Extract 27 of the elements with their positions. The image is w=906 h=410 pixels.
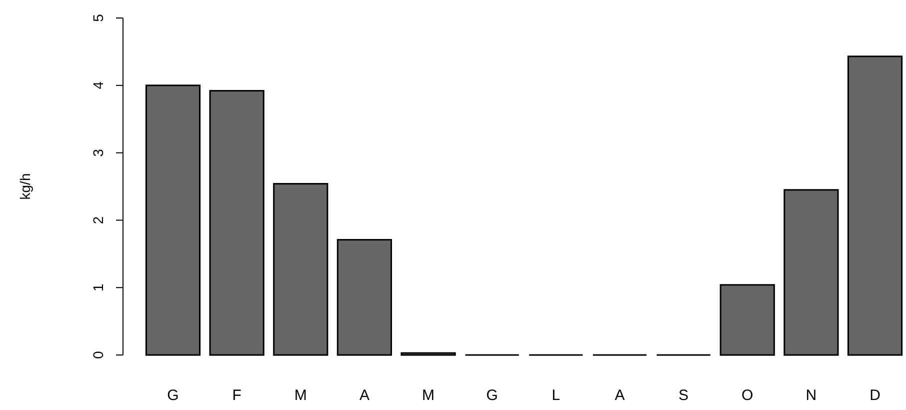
x-tick-label: L: [552, 387, 560, 404]
x-tick-label: F: [232, 387, 242, 404]
bar: [784, 189, 839, 356]
x-tick-label: M: [294, 387, 307, 404]
bar: [720, 284, 775, 356]
bar: [273, 183, 328, 356]
x-tick-label: G: [486, 387, 498, 404]
bar: [847, 56, 903, 356]
y-tick-label: 3: [90, 148, 106, 157]
y-axis-title: kg/h: [17, 173, 33, 200]
x-tick-label: M: [422, 387, 435, 404]
x-tick-label: A: [614, 387, 625, 404]
x-tick-label: G: [167, 387, 179, 404]
bar: [209, 90, 264, 356]
x-tick-label: O: [742, 387, 754, 404]
y-tick-label: 2: [90, 216, 106, 224]
bar: [145, 84, 201, 356]
y-tick-label: 4: [90, 81, 106, 90]
x-tick-label: D: [870, 387, 881, 404]
y-tick-label: 5: [90, 14, 106, 22]
bar: [400, 352, 456, 356]
x-tick-label: S: [678, 387, 689, 404]
x-tick-label: N: [806, 387, 817, 404]
x-tick-label: A: [359, 387, 370, 404]
y-tick-label: 0: [90, 350, 106, 359]
y-tick-label: 1: [90, 284, 106, 292]
bar: [336, 238, 392, 356]
